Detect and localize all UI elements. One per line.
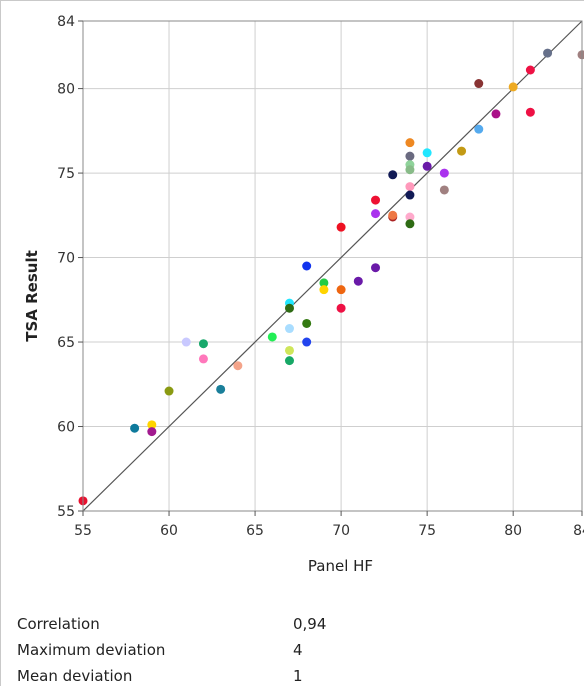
x-axis-label: Panel HF: [308, 557, 373, 575]
data-point-20[interactable]: [319, 285, 328, 294]
data-point-31[interactable]: [405, 138, 414, 147]
x-tick-label-0: 55: [74, 523, 92, 539]
data-point-25[interactable]: [371, 196, 380, 205]
x-tick-label-6: 84: [573, 523, 584, 539]
max-deviation-label: Maximum deviation: [17, 637, 293, 663]
x-axis-ticks: 55 60 65 70 75 80 84: [74, 511, 584, 539]
y-axis-label: TSA Result: [23, 250, 41, 342]
data-point-49[interactable]: [526, 108, 535, 117]
data-point-8[interactable]: [216, 385, 225, 394]
x-tick-label-5: 80: [504, 523, 522, 539]
data-point-26[interactable]: [371, 209, 380, 218]
max-deviation-value: 4: [293, 637, 577, 663]
data-point-42[interactable]: [440, 185, 449, 194]
data-point-22[interactable]: [337, 285, 346, 294]
data-point-41[interactable]: [440, 169, 449, 178]
stat-row-mean-deviation: Mean deviation 1: [17, 663, 577, 689]
data-point-3[interactable]: [147, 427, 156, 436]
correlation-value: 0,94: [293, 611, 577, 637]
data-point-27[interactable]: [371, 263, 380, 272]
data-point-7[interactable]: [199, 354, 208, 363]
data-point-18[interactable]: [302, 338, 311, 347]
data-point-43[interactable]: [457, 147, 466, 156]
y-tick-label-6: 84: [57, 14, 75, 30]
data-point-45[interactable]: [474, 125, 483, 134]
data-points: [79, 49, 584, 506]
data-point-44[interactable]: [474, 79, 483, 88]
data-point-9[interactable]: [233, 361, 242, 370]
stat-row-correlation: Correlation 0,94: [17, 611, 577, 637]
data-point-51[interactable]: [578, 50, 584, 59]
y-tick-label-5: 80: [57, 82, 75, 98]
mean-deviation-label: Mean deviation: [17, 663, 293, 689]
x-tick-label-4: 75: [418, 523, 436, 539]
data-point-30[interactable]: [388, 211, 397, 220]
y-tick-label-1: 60: [57, 420, 75, 436]
data-point-10[interactable]: [268, 332, 277, 341]
y-tick-label-3: 70: [57, 251, 75, 267]
data-point-38[interactable]: [405, 219, 414, 228]
data-point-39[interactable]: [423, 148, 432, 157]
data-point-5[interactable]: [182, 338, 191, 347]
data-point-17[interactable]: [302, 319, 311, 328]
data-point-14[interactable]: [285, 346, 294, 355]
data-point-1[interactable]: [130, 424, 139, 433]
data-point-50[interactable]: [543, 49, 552, 58]
data-point-24[interactable]: [354, 277, 363, 286]
data-point-47[interactable]: [509, 82, 518, 91]
scatter-chart: 55 60 65 70 75 80 84 55 60 65 70 75 80 84 Panel HF T…: [1, 1, 584, 601]
correlation-label: Correlation: [17, 611, 293, 637]
y-tick-label-0: 55: [57, 504, 75, 520]
y-tick-label-4: 75: [57, 166, 75, 182]
x-tick-label-1: 60: [160, 523, 178, 539]
data-point-36[interactable]: [405, 191, 414, 200]
y-axis-ticks: 55 60 65 70 75 80 84: [57, 14, 83, 520]
data-point-28[interactable]: [388, 170, 397, 179]
data-point-16[interactable]: [302, 262, 311, 271]
data-point-46[interactable]: [491, 109, 500, 118]
data-point-32[interactable]: [405, 152, 414, 161]
reference-line: [83, 21, 582, 511]
data-point-48[interactable]: [526, 66, 535, 75]
data-point-35[interactable]: [405, 182, 414, 191]
data-point-12[interactable]: [285, 304, 294, 313]
data-point-4[interactable]: [165, 387, 174, 396]
data-point-15[interactable]: [285, 356, 294, 365]
data-point-40[interactable]: [423, 162, 432, 171]
x-tick-label-2: 65: [246, 523, 264, 539]
data-point-23[interactable]: [337, 304, 346, 313]
stat-row-max-deviation: Maximum deviation 4: [17, 637, 577, 663]
data-point-21[interactable]: [337, 223, 346, 232]
y-tick-label-2: 65: [57, 335, 75, 351]
x-tick-label-3: 70: [332, 523, 350, 539]
mean-deviation-value: 1: [293, 663, 577, 689]
data-point-6[interactable]: [199, 339, 208, 348]
statistics-panel: Correlation 0,94 Maximum deviation 4 Mea…: [17, 611, 577, 689]
data-point-13[interactable]: [285, 324, 294, 333]
data-point-34[interactable]: [405, 165, 414, 174]
